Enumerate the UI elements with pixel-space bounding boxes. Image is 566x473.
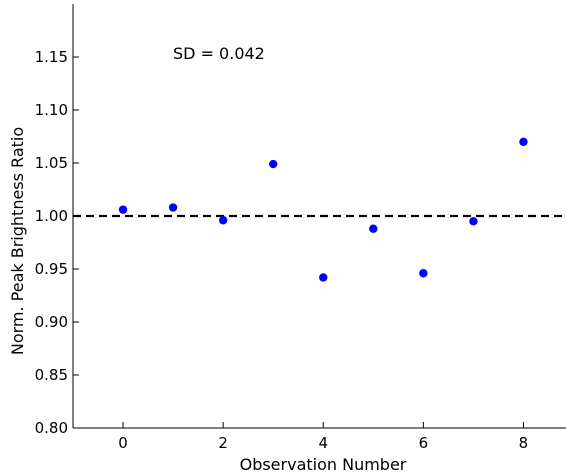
y-tick-label: 0.80 <box>35 419 68 437</box>
y-tick-label: 1.15 <box>35 48 68 66</box>
x-tick-label: 0 <box>118 434 128 452</box>
x-tick-label: 6 <box>419 434 429 452</box>
data-point <box>168 203 178 212</box>
data-point <box>519 137 528 146</box>
ticks-layer: 0 2 4 6 8 0.80 0.85 0.90 0.95 1.00 1.05 1.10 1.15 <box>35 48 529 452</box>
data-point <box>369 224 378 233</box>
x-tick-label: 2 <box>218 434 228 452</box>
data-point <box>118 205 128 214</box>
data-point <box>419 269 428 278</box>
y-axis-title: Norm. Peak Brightness Ratio <box>8 127 27 355</box>
x-axis-title: Observation Number <box>240 455 407 473</box>
sd-annotation: SD = 0.042 <box>173 44 265 63</box>
y-tick-label: 1.05 <box>35 154 68 172</box>
y-tick-label: 0.95 <box>35 260 68 278</box>
y-tick-label: 0.90 <box>35 313 68 331</box>
data-point <box>269 159 278 169</box>
x-tick-label: 8 <box>519 434 529 452</box>
data-point <box>319 273 328 282</box>
y-tick-label: 1.10 <box>35 101 68 119</box>
data-point <box>469 217 478 226</box>
data-points-layer <box>118 137 528 282</box>
data-point <box>218 216 228 225</box>
y-tick-label: 1.00 <box>35 207 68 225</box>
x-tick-label: 4 <box>318 434 328 452</box>
y-tick-label: 0.85 <box>35 366 68 384</box>
